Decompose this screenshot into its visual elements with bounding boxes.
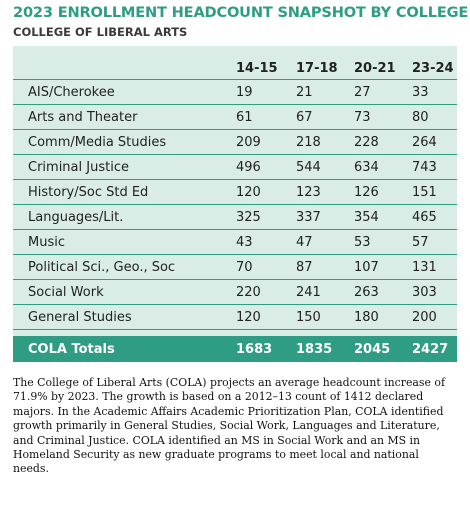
college-subtitle: COLLEGE OF LIBERAL ARTS <box>13 25 188 39</box>
table-row: Arts and Theater 61 67 73 80 <box>13 104 457 130</box>
dept-name: Political Sci., Geo., Soc <box>13 254 229 280</box>
cell-value: 180 <box>347 304 405 330</box>
cell-value: 57 <box>405 229 457 255</box>
cell-value: 209 <box>229 129 289 155</box>
table-row: Criminal Justice 496 544 634 743 <box>13 154 457 180</box>
table-row: Social Work 220 241 263 303 <box>13 279 457 305</box>
column-header: 17-18 <box>296 60 338 76</box>
total-value: 2427 <box>412 341 449 357</box>
column-header: 23-24 <box>412 60 454 76</box>
totals-row: COLA Totals 1683 1835 2045 2427 <box>13 336 457 362</box>
table-row: History/Soc Std Ed 120 123 126 151 <box>13 179 457 205</box>
enrollment-table: 14-15 17-18 20-21 23-24 AIS/Cherokee 19 21… <box>13 57 457 330</box>
cell-value: 126 <box>347 179 405 205</box>
cell-value: 21 <box>289 79 347 105</box>
table-row: AIS/Cherokee 19 21 27 33 <box>13 79 457 105</box>
table-row: Languages/Lit. 325 337 354 465 <box>13 204 457 230</box>
cell-value: 200 <box>405 304 457 330</box>
cell-value: 218 <box>289 129 347 155</box>
total-value: 1835 <box>296 341 333 357</box>
cell-value: 33 <box>405 79 457 105</box>
dept-name: General Studies <box>13 304 229 330</box>
cell-value: 19 <box>229 79 289 105</box>
cell-value: 241 <box>289 279 347 305</box>
table-row: Music 43 47 53 57 <box>13 229 457 255</box>
cell-value: 151 <box>405 179 457 205</box>
cell-value: 263 <box>347 279 405 305</box>
table-row: Political Sci., Geo., Soc 70 87 107 131 <box>13 254 457 280</box>
dept-name: Music <box>13 229 229 255</box>
header-row: 14-15 17-18 20-21 23-24 <box>13 57 457 80</box>
totals-label: COLA Totals <box>28 341 115 357</box>
dept-name: Arts and Theater <box>13 104 229 130</box>
cell-value: 61 <box>229 104 289 130</box>
dept-name: Languages/Lit. <box>13 204 229 230</box>
page-title: 2023 ENROLLMENT HEADCOUNT SNAPSHOT BY CO… <box>13 4 469 21</box>
cell-value: 70 <box>229 254 289 280</box>
table-row: Comm/Media Studies 209 218 228 264 <box>13 129 457 155</box>
column-header: 20-21 <box>354 60 396 76</box>
cell-value: 87 <box>289 254 347 280</box>
cell-value: 43 <box>229 229 289 255</box>
cell-value: 634 <box>347 154 405 180</box>
cell-value: 354 <box>347 204 405 230</box>
cell-value: 120 <box>229 179 289 205</box>
cell-value: 107 <box>347 254 405 280</box>
cell-value: 120 <box>229 304 289 330</box>
dept-header <box>13 57 229 80</box>
total-value: 1683 <box>236 341 273 357</box>
dept-name: History/Soc Std Ed <box>13 179 229 205</box>
cell-value: 496 <box>229 154 289 180</box>
cell-value: 544 <box>289 154 347 180</box>
dept-name: Comm/Media Studies <box>13 129 229 155</box>
table-row: General Studies 120 150 180 200 <box>13 304 457 330</box>
description-paragraph: The College of Liberal Arts (COLA) proje… <box>13 376 445 476</box>
cell-value: 131 <box>405 254 457 280</box>
dept-name: Criminal Justice <box>13 154 229 180</box>
cell-value: 465 <box>405 204 457 230</box>
cell-value: 264 <box>405 129 457 155</box>
cell-value: 337 <box>289 204 347 230</box>
cell-value: 325 <box>229 204 289 230</box>
cell-value: 743 <box>405 154 457 180</box>
cell-value: 123 <box>289 179 347 205</box>
cell-value: 73 <box>347 104 405 130</box>
cell-value: 220 <box>229 279 289 305</box>
cell-value: 47 <box>289 229 347 255</box>
cell-value: 228 <box>347 129 405 155</box>
total-value: 2045 <box>354 341 391 357</box>
cell-value: 27 <box>347 79 405 105</box>
column-header: 14-15 <box>236 60 278 76</box>
cell-value: 303 <box>405 279 457 305</box>
dept-name: Social Work <box>13 279 229 305</box>
cell-value: 150 <box>289 304 347 330</box>
cell-value: 53 <box>347 229 405 255</box>
dept-name: AIS/Cherokee <box>13 79 229 105</box>
cell-value: 80 <box>405 104 457 130</box>
cell-value: 67 <box>289 104 347 130</box>
